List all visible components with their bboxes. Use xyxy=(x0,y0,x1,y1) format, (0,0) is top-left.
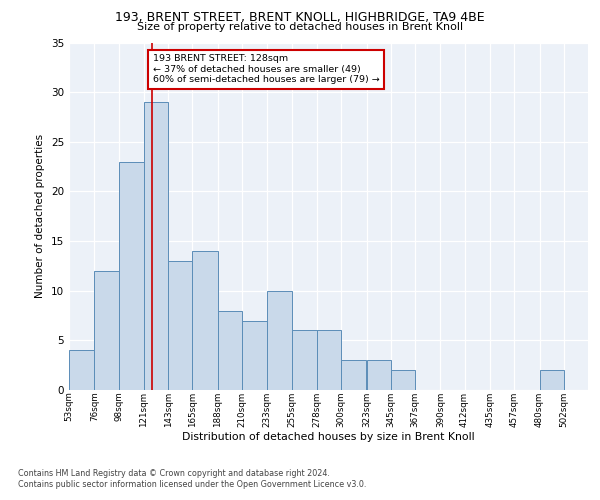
Bar xyxy=(168,261,193,390)
Bar xyxy=(341,360,367,390)
Bar xyxy=(317,330,341,390)
Bar xyxy=(119,162,144,390)
Bar xyxy=(292,330,317,390)
Bar xyxy=(268,290,292,390)
Bar xyxy=(69,350,94,390)
Bar xyxy=(367,360,391,390)
Text: Contains public sector information licensed under the Open Government Licence v3: Contains public sector information licen… xyxy=(18,480,367,489)
Y-axis label: Number of detached properties: Number of detached properties xyxy=(35,134,46,298)
Bar xyxy=(94,271,119,390)
Text: Size of property relative to detached houses in Brent Knoll: Size of property relative to detached ho… xyxy=(137,22,463,32)
Text: Contains HM Land Registry data © Crown copyright and database right 2024.: Contains HM Land Registry data © Crown c… xyxy=(18,469,330,478)
Text: 193, BRENT STREET, BRENT KNOLL, HIGHBRIDGE, TA9 4BE: 193, BRENT STREET, BRENT KNOLL, HIGHBRID… xyxy=(115,11,485,24)
Text: Distribution of detached houses by size in Brent Knoll: Distribution of detached houses by size … xyxy=(182,432,475,442)
Bar xyxy=(242,320,267,390)
Bar xyxy=(391,370,415,390)
Bar xyxy=(539,370,563,390)
Text: 193 BRENT STREET: 128sqm
← 37% of detached houses are smaller (49)
60% of semi-d: 193 BRENT STREET: 128sqm ← 37% of detach… xyxy=(153,54,379,84)
Bar xyxy=(193,251,218,390)
Bar xyxy=(144,102,168,390)
Bar xyxy=(218,310,242,390)
